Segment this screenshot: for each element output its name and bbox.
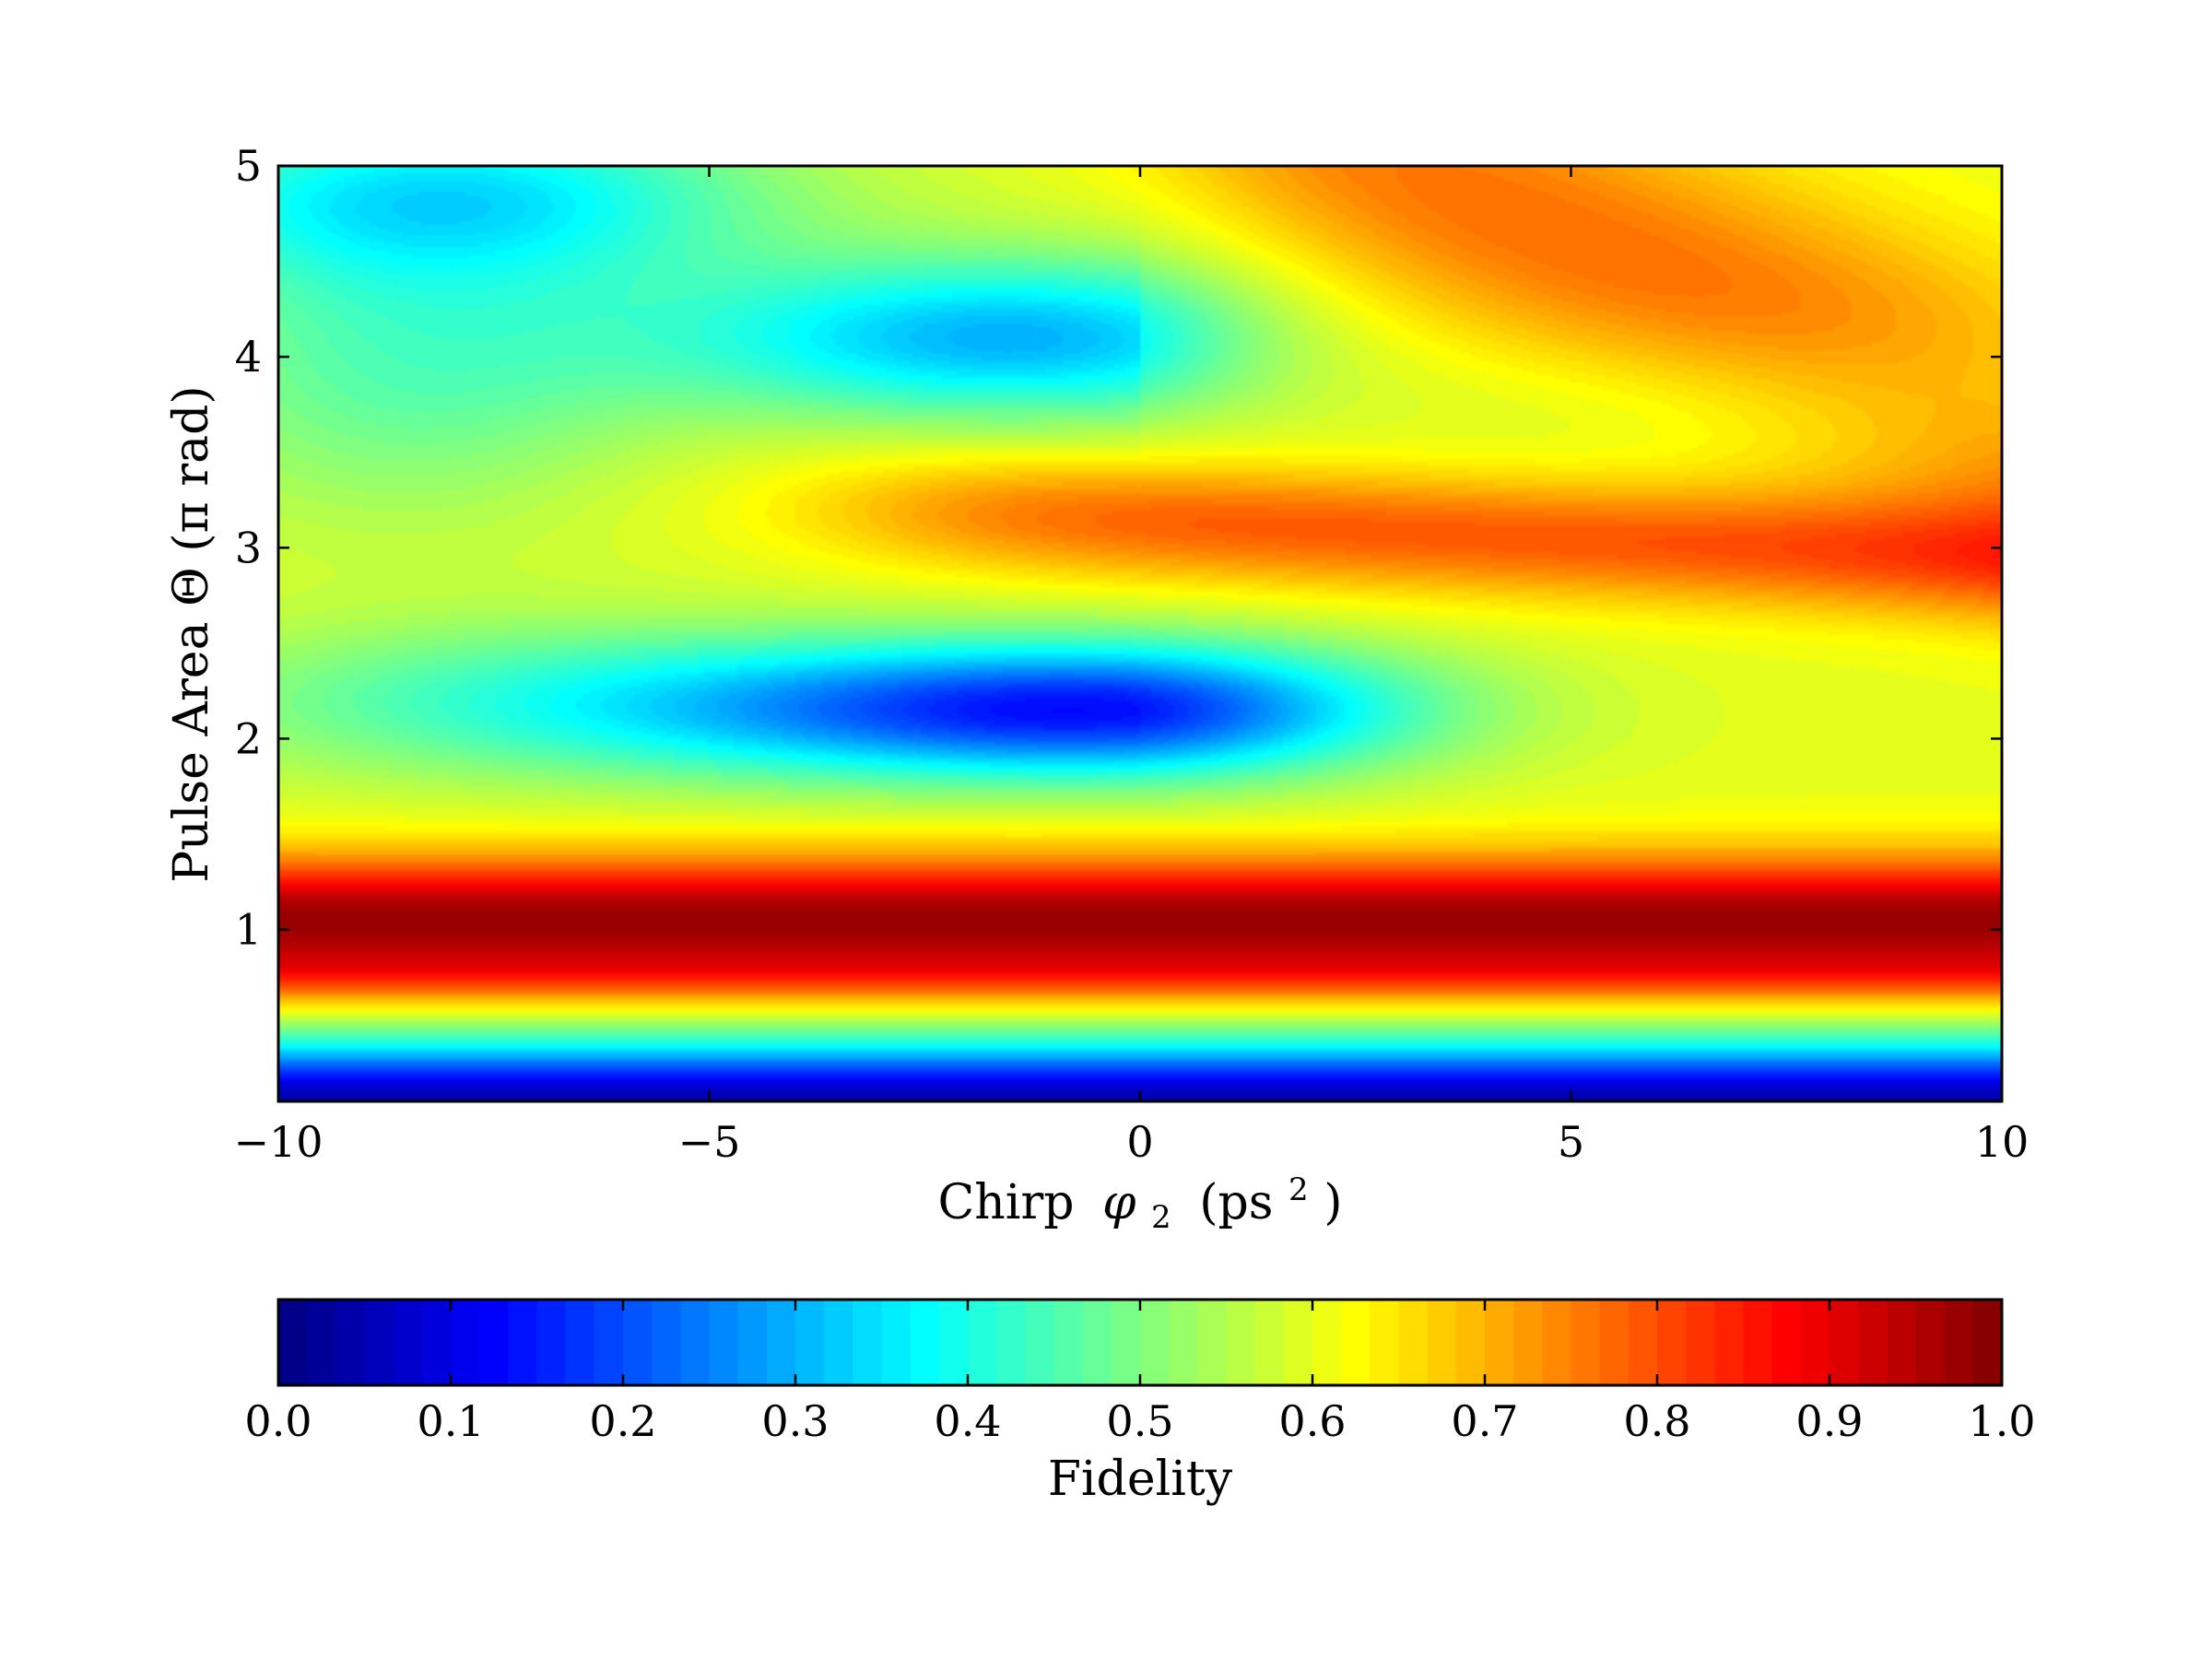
x-tick-label: 0 — [1126, 1117, 1153, 1167]
colorbar-swatch — [421, 1300, 452, 1385]
colorbar-swatch — [1771, 1300, 1802, 1385]
x-tick-label: −10 — [233, 1117, 323, 1167]
colorbar-swatch — [1485, 1300, 1514, 1385]
colorbar-swatch — [1944, 1300, 1974, 1385]
x-axis-label-unit-power: 2 — [1288, 1171, 1309, 1208]
colorbar-swatch — [364, 1300, 394, 1385]
x-tick-label: −5 — [678, 1117, 741, 1167]
y-tick-label: 2 — [235, 713, 262, 763]
x-tick-label: 10 — [1975, 1117, 2030, 1167]
colorbar-tick-label: 0.5 — [1106, 1396, 1173, 1446]
colorbar-swatch — [824, 1300, 854, 1385]
colorbar-swatch — [1800, 1300, 1830, 1385]
colorbar-swatch — [1858, 1300, 1888, 1385]
colorbar-tick-label: 0.1 — [417, 1396, 484, 1446]
colorbar-swatch — [938, 1300, 969, 1385]
y-axis-label: Pulse Area Θ (π rad) — [164, 385, 219, 882]
colorbar-swatch — [1542, 1300, 1572, 1385]
colorbar-swatch — [393, 1300, 423, 1385]
colorbar-swatch — [996, 1300, 1027, 1385]
colorbar: 0.0 0.1 0.2 0.3 0.4 0.5 0.6 0.7 0.8 0.9 1.0 Fideli… — [244, 1298, 2036, 1507]
colorbar-swatch — [1111, 1300, 1141, 1385]
colorbar-swatch — [1312, 1300, 1342, 1385]
colorbar-swatch — [680, 1300, 711, 1385]
colorbar-swatch — [1571, 1300, 1601, 1385]
colorbar-swatch — [1513, 1300, 1544, 1385]
colorbar-swatch — [623, 1300, 653, 1385]
colorbar-swatch — [910, 1300, 940, 1385]
colorbar-swatch — [709, 1300, 739, 1385]
colorbar-swatch — [536, 1300, 567, 1385]
colorbar-gradient — [278, 1300, 2003, 1385]
colorbar-label: Fidelity — [1048, 1452, 1233, 1507]
colorbar-swatch — [1197, 1300, 1228, 1385]
colorbar-tick-label: 0.4 — [934, 1396, 1001, 1446]
x-tick-label: 5 — [1558, 1117, 1584, 1167]
x-axis-label: Chirp φ 2 (ps 2 ) — [938, 1157, 1343, 1240]
colorbar-swatch — [766, 1300, 796, 1385]
colorbar-swatch — [1743, 1300, 1773, 1385]
colorbar-swatch — [1599, 1300, 1630, 1385]
colorbar-swatch — [1053, 1300, 1084, 1385]
x-axis-ticks: −10 −5 0 5 10 — [233, 166, 2029, 1167]
colorbar-swatch — [1887, 1300, 1917, 1385]
y-tick-label: 1 — [235, 905, 262, 955]
colorbar-swatch — [737, 1300, 768, 1385]
colorbar-swatch — [307, 1300, 337, 1385]
heatmap-plot: −10 −5 0 5 10 1 2 3 4 5 — [233, 141, 2029, 1167]
colorbar-swatch — [1398, 1300, 1429, 1385]
colorbar-swatch — [1169, 1300, 1199, 1385]
x-axis-label-symbol: φ — [1102, 1175, 1136, 1230]
colorbar-swatch — [795, 1300, 825, 1385]
colorbar-tick-label: 0.0 — [244, 1396, 312, 1446]
y-tick-label: 5 — [235, 141, 262, 191]
x-axis-label-unit-close: ) — [1324, 1175, 1342, 1230]
colorbar-swatch — [335, 1300, 366, 1385]
colorbar-swatch — [1915, 1300, 1946, 1385]
colorbar-swatch — [1140, 1300, 1170, 1385]
y-tick-label: 4 — [235, 332, 262, 382]
colorbar-swatch — [652, 1300, 682, 1385]
colorbar-tick-label: 0.6 — [1278, 1396, 1346, 1446]
colorbar-swatch — [968, 1300, 997, 1385]
colorbar-swatch — [881, 1300, 912, 1385]
colorbar-tick-label: 1.0 — [1968, 1396, 2035, 1446]
x-axis-label-unit: (ps — [1199, 1175, 1273, 1230]
y-tick-label: 3 — [235, 523, 262, 572]
heatmap-field — [278, 166, 2002, 1101]
colorbar-ticks: 0.0 0.1 0.2 0.3 0.4 0.5 0.6 0.7 0.8 0.9 1.0 — [244, 1300, 2036, 1446]
colorbar-swatch — [1628, 1300, 1658, 1385]
colorbar-swatch — [1714, 1300, 1745, 1385]
colorbar-tick-label: 0.9 — [1795, 1396, 1863, 1446]
x-axis-label-text: Chirp — [938, 1175, 1075, 1230]
colorbar-swatch — [594, 1300, 624, 1385]
colorbar-swatch — [1283, 1300, 1313, 1385]
colorbar-swatch — [1686, 1300, 1716, 1385]
colorbar-swatch — [1972, 1300, 2003, 1385]
colorbar-tick-label: 0.3 — [761, 1396, 829, 1446]
colorbar-swatch — [1025, 1300, 1055, 1385]
colorbar-tick-label: 0.2 — [589, 1396, 656, 1446]
colorbar-swatch — [1254, 1300, 1285, 1385]
colorbar-swatch — [1370, 1300, 1400, 1385]
colorbar-swatch — [1082, 1300, 1112, 1385]
colorbar-swatch — [508, 1300, 538, 1385]
colorbar-swatch — [853, 1300, 883, 1385]
colorbar-swatch — [451, 1300, 480, 1385]
x-axis-label-subscript: 2 — [1151, 1199, 1171, 1236]
colorbar-swatch — [1341, 1300, 1371, 1385]
colorbar-swatch — [278, 1300, 308, 1385]
colorbar-swatch — [479, 1300, 510, 1385]
colorbar-swatch — [1657, 1300, 1687, 1385]
y-axis-ticks: 1 2 3 4 5 — [235, 141, 2002, 955]
colorbar-swatch — [565, 1300, 595, 1385]
colorbar-tick-label: 0.7 — [1451, 1396, 1518, 1446]
colorbar-swatch — [1830, 1300, 1859, 1385]
colorbar-swatch — [1427, 1300, 1457, 1385]
colorbar-swatch — [1455, 1300, 1486, 1385]
colorbar-swatch — [1226, 1300, 1256, 1385]
colorbar-tick-label: 0.8 — [1623, 1396, 1690, 1446]
